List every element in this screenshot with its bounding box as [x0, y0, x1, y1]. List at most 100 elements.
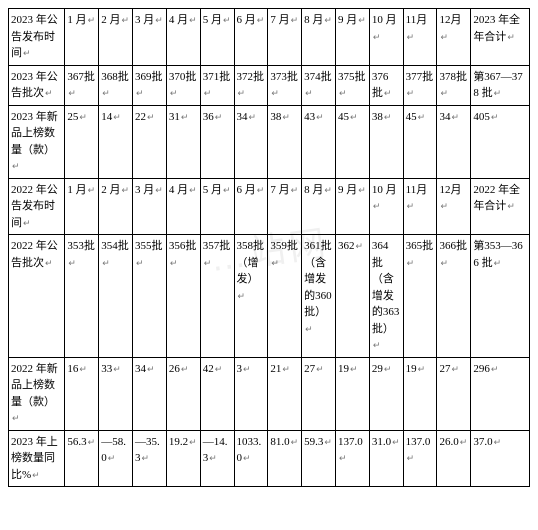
table-cell: 42	[200, 357, 234, 430]
table-cell: 45	[403, 105, 437, 178]
cell-text: 1 月	[67, 184, 95, 196]
table-cell: 361批（含增发的360批）	[302, 235, 336, 358]
cell-text: 27	[439, 363, 459, 375]
table-cell: 364 批（含增发的363批）	[369, 235, 403, 358]
table-cell: —58.0	[99, 430, 133, 487]
cell-text: 6 月	[237, 184, 265, 196]
cell-text: 2023 年公告发布时间	[11, 14, 58, 59]
table-cell: 36	[200, 105, 234, 178]
cell-text: 56.3	[67, 436, 95, 448]
table-cell: 29	[369, 357, 403, 430]
table-cell: 19	[403, 357, 437, 430]
table-cell: 2 月	[99, 178, 133, 235]
table-cell: 第367—378 批	[471, 65, 530, 105]
table-cell: 10 月	[369, 178, 403, 235]
cell-text: 358批（增发）	[237, 240, 265, 302]
cell-text: 362	[338, 240, 363, 252]
cell-text: 364 批（含增发的363批）	[372, 240, 400, 351]
table-cell: 137.0	[403, 430, 437, 487]
cell-text: 378批	[439, 71, 467, 100]
table-cell: 10 月	[369, 9, 403, 66]
table-row: 2023 年公告发布时间1 月2 月3 月4 月5 月6 月7 月8 月9 月1…	[9, 9, 530, 66]
cell-text: 354批	[101, 240, 129, 269]
data-table: 2023 年公告发布时间1 月2 月3 月4 月5 月6 月7 月8 月9 月1…	[8, 8, 530, 487]
table-cell: 3 月	[133, 9, 167, 66]
cell-text: 81.0	[270, 436, 298, 448]
cell-text: 11月	[406, 14, 428, 43]
table-cell: 365批	[403, 235, 437, 358]
table-cell: 2 月	[99, 9, 133, 66]
cell-text: 8 月	[304, 14, 332, 26]
cell-text: 第367—378 批	[473, 71, 523, 100]
cell-text: 2022 年公告批次	[11, 240, 58, 269]
row-header-cell: 2022 年公告批次	[9, 235, 65, 358]
cell-text: 2023 年全年合计	[473, 14, 520, 43]
table-cell: 356批	[166, 235, 200, 358]
table-cell: 4 月	[166, 9, 200, 66]
table-cell: 34	[234, 105, 268, 178]
table-cell: 27	[302, 357, 336, 430]
cell-text: 6 月	[237, 14, 265, 26]
table-cell: 34	[133, 357, 167, 430]
row-header-cell: 2023 年公告发布时间	[9, 9, 65, 66]
table-cell: 357批	[200, 235, 234, 358]
table-cell: —14.3	[200, 430, 234, 487]
cell-text: 26.0	[439, 436, 467, 448]
table-cell: 375批	[336, 65, 370, 105]
table-cell: 19.2	[166, 430, 200, 487]
cell-text: 19	[406, 363, 426, 375]
cell-text: 367批	[67, 71, 95, 100]
table-cell: 12月	[437, 178, 471, 235]
table-cell: 16	[65, 357, 99, 430]
table-cell: 31.0	[369, 430, 403, 487]
cell-text: 10 月	[372, 184, 397, 213]
table-row: 2023 年公告批次367批368批369批370批371批372批373批37…	[9, 65, 530, 105]
cell-text: 2 月	[101, 184, 129, 196]
table-cell: 56.3	[65, 430, 99, 487]
cell-text: 21	[270, 363, 290, 375]
cell-text: 374批	[304, 71, 332, 100]
table-cell: 43	[302, 105, 336, 178]
table-cell: 354批	[99, 235, 133, 358]
table-row: 2023 年新品上榜数量（款）2514223136343843453845344…	[9, 105, 530, 178]
cell-text: 38	[372, 111, 392, 123]
cell-text: 4 月	[169, 14, 197, 26]
cell-text: 2 月	[101, 14, 129, 26]
cell-text: 296	[473, 363, 498, 375]
cell-text: 16	[67, 363, 87, 375]
cell-text: 25	[67, 111, 87, 123]
table-cell: 2022 年全年合计	[471, 178, 530, 235]
row-header-cell: 2022 年公告发布时间	[9, 178, 65, 235]
table-cell: 31	[166, 105, 200, 178]
cell-text: 1033.0	[237, 436, 262, 465]
cell-text: 33	[101, 363, 121, 375]
cell-text: 3 月	[135, 14, 163, 26]
table-cell: 367批	[65, 65, 99, 105]
table-row: 2022 年公告发布时间1 月2 月3 月4 月5 月6 月7 月8 月9 月1…	[9, 178, 530, 235]
table-cell: 362	[336, 235, 370, 358]
cell-text: 2023 年上榜数量同比%	[11, 436, 58, 481]
table-cell: 12月	[437, 9, 471, 66]
cell-text: 36	[203, 111, 223, 123]
cell-text: 19	[338, 363, 358, 375]
cell-text: 22	[135, 111, 155, 123]
cell-text: 43	[304, 111, 324, 123]
cell-text: 3	[237, 363, 251, 375]
table-cell: 378批	[437, 65, 471, 105]
row-header-cell: 2022 年新品上榜数量（款）	[9, 357, 65, 430]
cell-text: 7 月	[270, 184, 298, 196]
table-cell: 25	[65, 105, 99, 178]
cell-text: 359批	[270, 240, 298, 269]
cell-text: 45	[338, 111, 358, 123]
table-cell: 11月	[403, 9, 437, 66]
cell-text: 12月	[439, 14, 461, 43]
table-cell: 7 月	[268, 178, 302, 235]
table-cell: 45	[336, 105, 370, 178]
table-cell: 372批	[234, 65, 268, 105]
table-cell: 1033.0	[234, 430, 268, 487]
table-cell: 358批（增发）	[234, 235, 268, 358]
cell-text: 45	[406, 111, 426, 123]
table-cell: 377批	[403, 65, 437, 105]
cell-text: 59.3	[304, 436, 332, 448]
cell-text: 4 月	[169, 184, 197, 196]
